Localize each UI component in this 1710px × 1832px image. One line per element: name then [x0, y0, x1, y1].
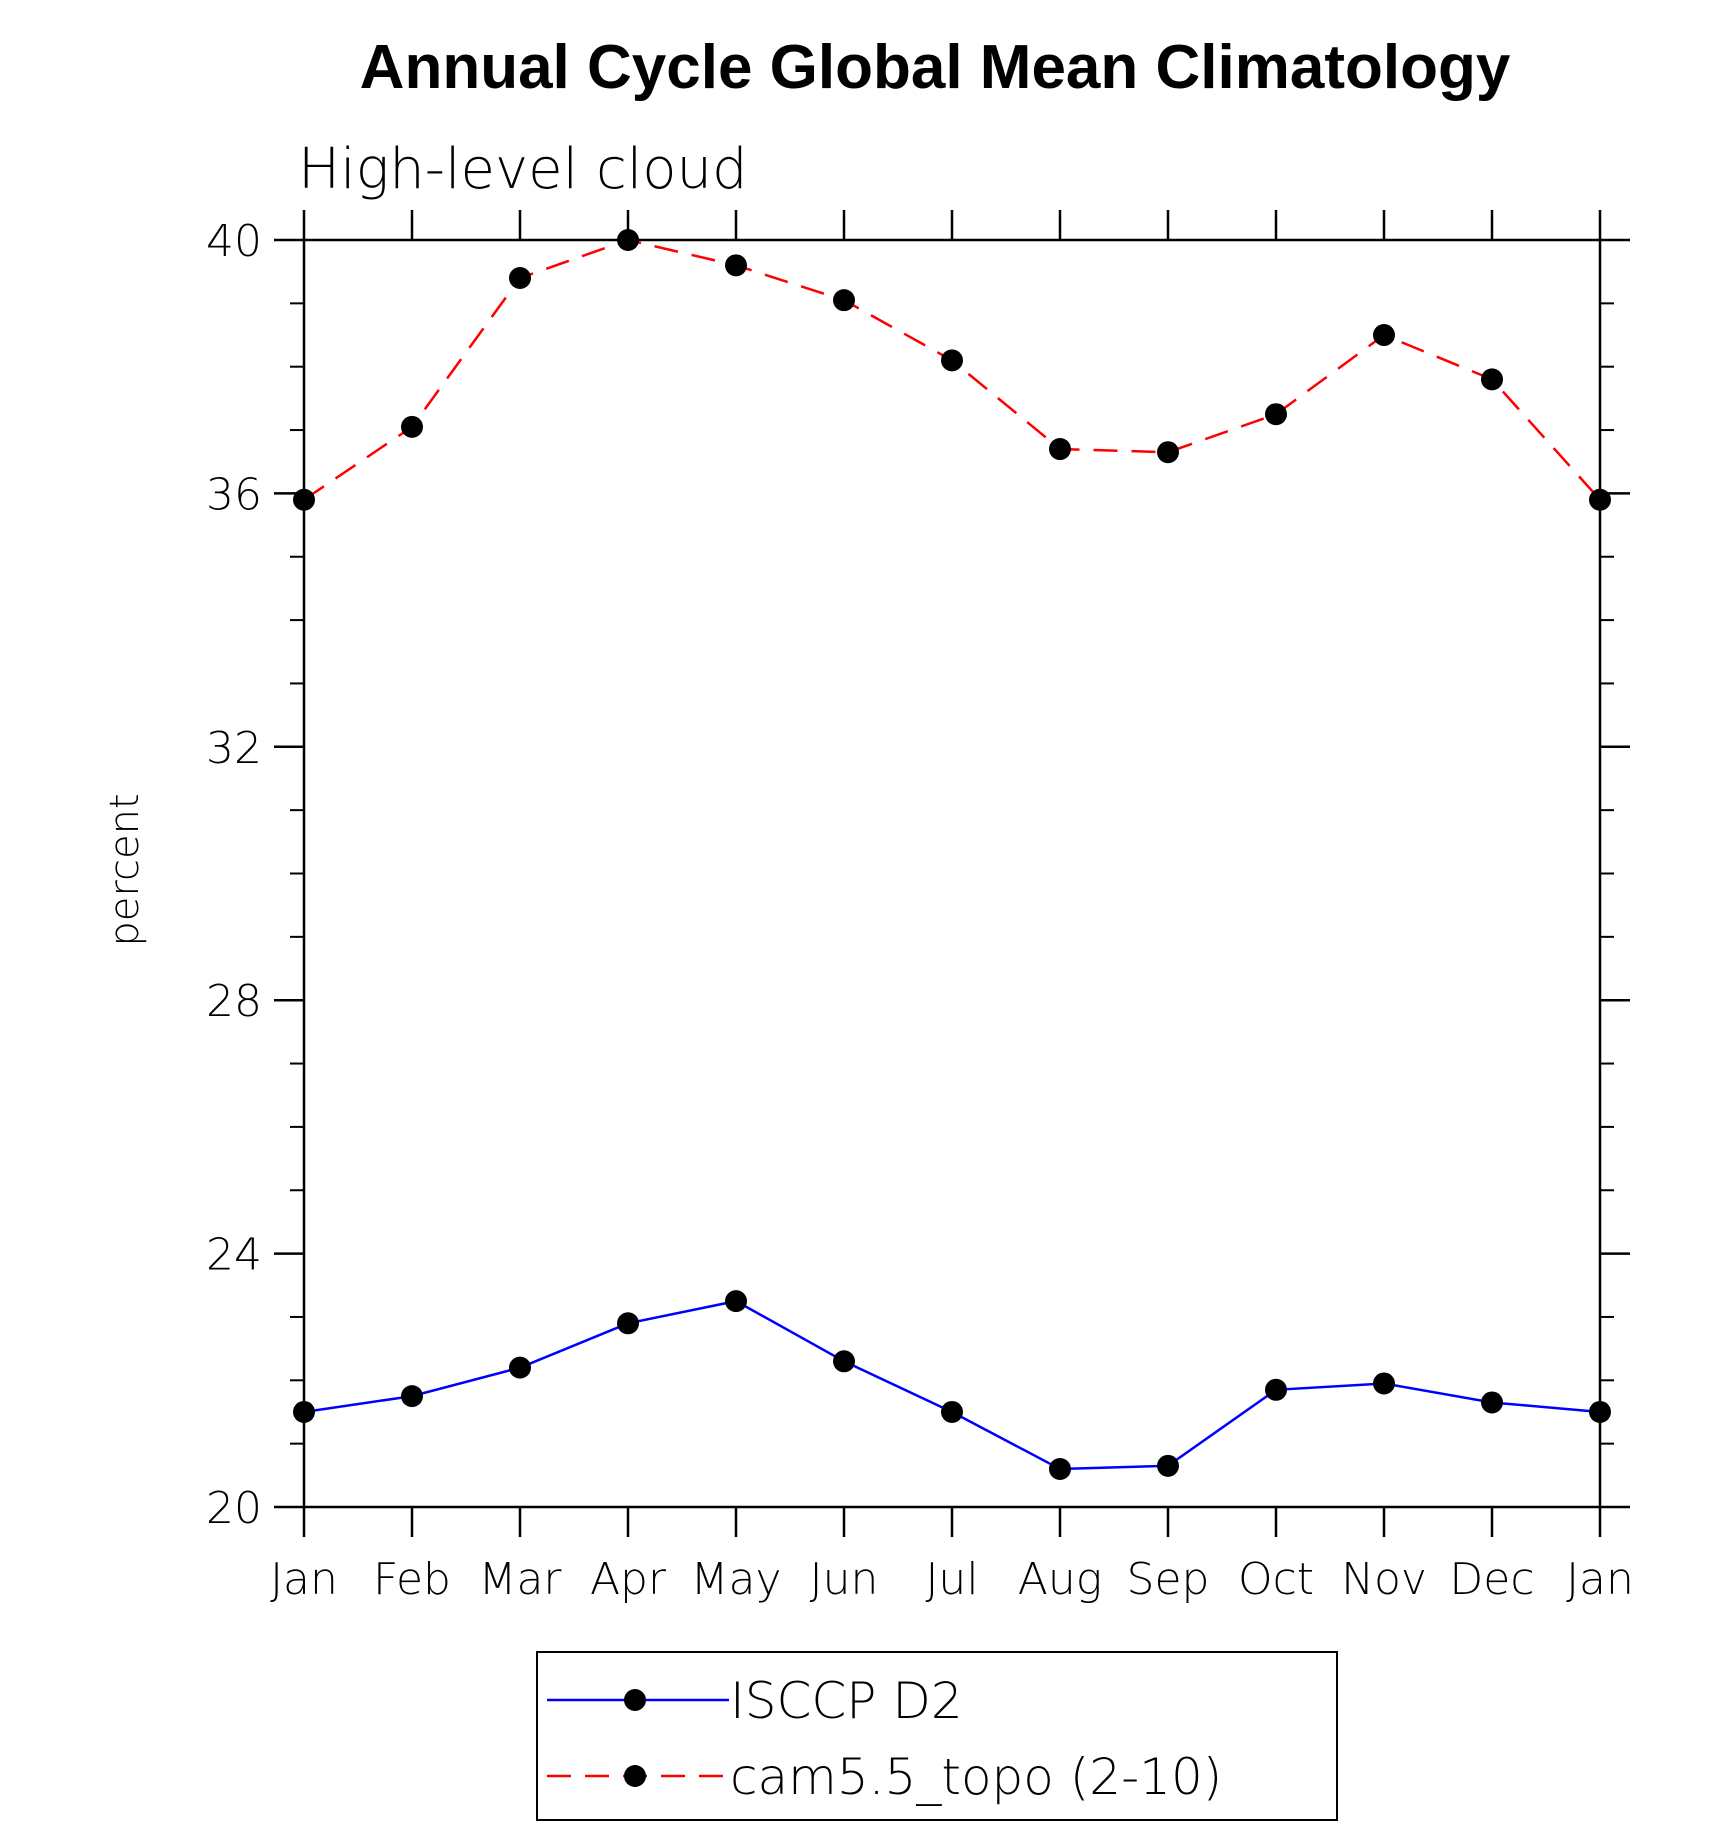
- x-tick-label: Jan: [1566, 1554, 1634, 1605]
- data-point: [941, 1400, 963, 1423]
- y-tick-label: 20: [206, 1483, 262, 1534]
- data-point: [725, 1290, 747, 1313]
- data-point: [1589, 1400, 1611, 1423]
- data-point: [833, 289, 855, 312]
- data-point: [833, 1350, 855, 1373]
- data-point: [401, 1385, 423, 1408]
- x-tick-label: Aug: [1018, 1554, 1102, 1605]
- data-point: [1049, 438, 1071, 461]
- data-point: [1481, 368, 1503, 391]
- y-axis-label: percent: [102, 793, 148, 946]
- chart-title: Annual Cycle Global Mean Climatology: [360, 33, 1511, 102]
- legend-box: [536, 1651, 1338, 1821]
- data-point: [1481, 1391, 1503, 1414]
- series-0: [293, 1290, 1611, 1480]
- legend-marker: [624, 1689, 646, 1711]
- data-point: [1265, 403, 1287, 426]
- y-tick-label: 40: [206, 216, 262, 267]
- data-point: [509, 267, 531, 290]
- data-point: [1373, 324, 1395, 347]
- x-tick-label: Feb: [373, 1554, 451, 1605]
- x-tick-label: Jul: [925, 1554, 978, 1605]
- data-point: [1157, 441, 1179, 464]
- legend-entry: cam5.5_topo (2-10): [547, 1748, 1222, 1806]
- x-tick-label: May: [691, 1554, 782, 1605]
- legend-label: cam5.5_topo (2-10): [730, 1748, 1222, 1806]
- x-tick-label: Oct: [1238, 1554, 1314, 1605]
- data-point: [1589, 488, 1611, 511]
- data-point: [725, 254, 747, 277]
- x-tick-label: Mar: [478, 1554, 562, 1605]
- data-point: [1373, 1372, 1395, 1395]
- data-point: [509, 1356, 531, 1379]
- y-tick-label: 32: [206, 723, 262, 774]
- data-point: [401, 415, 423, 438]
- x-tick-label: Nov: [1341, 1554, 1427, 1605]
- data-point: [1049, 1457, 1071, 1480]
- y-tick-label: 24: [206, 1230, 262, 1281]
- plot-area: [302, 238, 1602, 1509]
- data-point: [617, 229, 639, 251]
- data-point: [293, 488, 315, 511]
- x-tick-label: Apr: [590, 1554, 667, 1605]
- plot-frame: [302, 238, 1602, 1509]
- data-point: [1265, 1378, 1287, 1401]
- x-tick-label: Jun: [810, 1554, 879, 1605]
- chart-subtitle: High-level cloud: [298, 137, 748, 202]
- x-tick-label: Dec: [1449, 1554, 1534, 1605]
- x-tick-label: Sep: [1127, 1554, 1210, 1605]
- series-1: [293, 229, 1611, 511]
- y-tick-label: 28: [206, 976, 262, 1027]
- data-point: [941, 349, 963, 372]
- legend-label: ISCCP D2: [730, 1672, 963, 1730]
- x-tick-label: Jan: [270, 1554, 338, 1605]
- y-tick-label: 36: [206, 469, 262, 520]
- axes: Jan Feb Mar Apr May Jun Jul Aug Sep Oct Nov Dec Jan2…: [206, 210, 1634, 1605]
- legend-marker: [624, 1765, 646, 1787]
- data-point: [1157, 1454, 1179, 1477]
- data-point: [293, 1400, 315, 1423]
- legend-entry: ISCCP D2: [547, 1672, 963, 1730]
- data-point: [617, 1312, 639, 1335]
- series-line: [303, 1299, 1601, 1471]
- legend: ISCCP D2 cam5.5_topo (2-10): [536, 1651, 1338, 1821]
- series-layer: [293, 229, 1611, 1480]
